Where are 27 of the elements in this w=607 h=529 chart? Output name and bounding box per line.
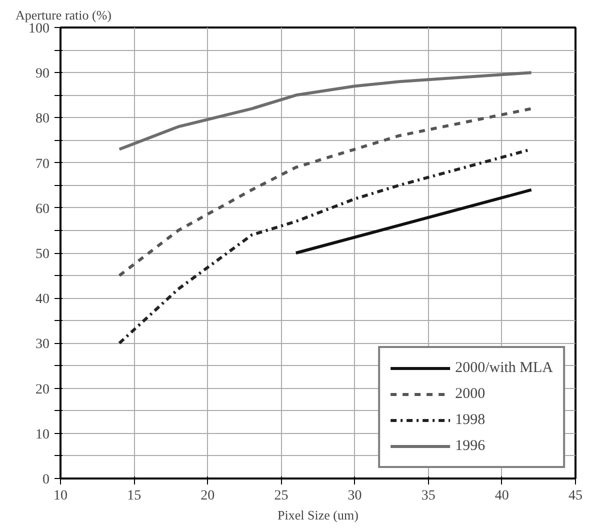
y-tick-label: 60 [36, 202, 50, 217]
y-tick-label: 90 [36, 66, 50, 82]
x-tick-label: 35 [421, 488, 436, 504]
legend-label: 2000/with MLA [455, 360, 553, 376]
y-tick-label: 0 [42, 472, 50, 488]
x-axis-title: Pixel Size (um) [278, 508, 358, 522]
y-tick-label: 50 [36, 247, 50, 262]
x-tick-label: 30 [348, 488, 362, 504]
x-tick-label: 10 [54, 488, 68, 504]
legend-label: 1998 [455, 412, 486, 428]
line-series [118, 71, 533, 151]
x-tick-label: 25 [274, 488, 288, 504]
y-tick-label: 80 [36, 112, 50, 127]
y-tick-label: 10 [36, 427, 50, 442]
y-tick-label: 30 [36, 337, 50, 352]
y-tick-label: 20 [36, 382, 50, 398]
x-tick-label: 45 [568, 488, 582, 504]
legend-label: 1996 [455, 438, 486, 454]
y-axis-title: Aperture ratio (%) [16, 8, 112, 22]
legend-label: 2000 [455, 386, 486, 402]
line-series [118, 107, 533, 278]
y-tick-label: 40 [36, 292, 50, 308]
x-tick-label: 15 [127, 488, 142, 504]
y-tick-label: 100 [28, 22, 50, 36]
x-tick-label: 40 [494, 488, 509, 504]
y-tick-label: 70 [36, 156, 50, 172]
x-tick-label: 20 [200, 488, 215, 504]
